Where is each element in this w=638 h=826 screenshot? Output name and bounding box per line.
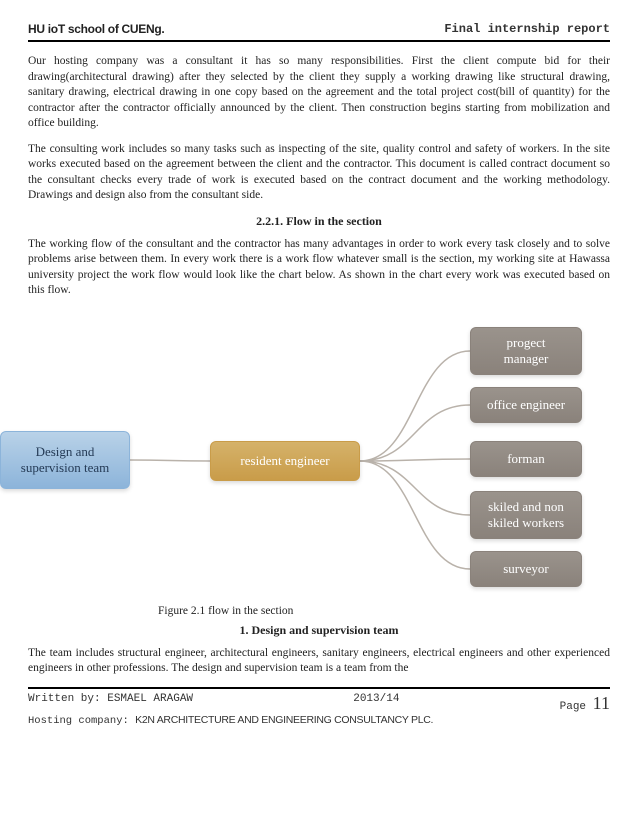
footer-page-number: 11 [593, 693, 610, 713]
paragraph-2: The consulting work includes so many tas… [28, 142, 610, 204]
footer-page-label: Page [560, 701, 586, 713]
chart-node-oe: office engineer [470, 387, 582, 423]
chart-edge [360, 461, 470, 569]
figure-caption: Figure 2.1 flow in the section [158, 605, 610, 617]
section-title-221: 2.2.1. Flow in the section [28, 214, 610, 229]
chart-node-sv: surveyor [470, 551, 582, 587]
chart-node-fm: forman [470, 441, 582, 477]
chart-edge [360, 351, 470, 461]
paragraph-3: The working flow of the consultant and t… [28, 237, 610, 299]
footer-author: Written by: ESMAEL ARAGAW [28, 693, 193, 714]
chart-node-sw: skiled and nonskiled workers [470, 491, 582, 539]
chart-edge [360, 405, 470, 461]
header-right: Final internship report [444, 22, 610, 36]
numbered-title-1: 1. Design and supervision team [28, 623, 610, 638]
paragraph-1: Our hosting company was a consultant it … [28, 54, 610, 132]
footer-year: 2013/14 [353, 693, 399, 714]
footer-hosting-company: K2N ARCHITECTURE AND ENGINEERING CONSULT… [135, 714, 433, 726]
page-header: HU ioT school of CUENg. Final internship… [28, 22, 610, 40]
footer-rule [28, 687, 610, 689]
footer-row-1: Written by: ESMAEL ARAGAW 2013/14 Page 1… [28, 693, 610, 714]
footer-page: Page 11 [560, 693, 610, 714]
chart-node-res: resident engineer [210, 441, 360, 481]
chart-node-pm: progectmanager [470, 327, 582, 375]
header-rule [28, 40, 610, 42]
chart-node-root: Design andsupervision team [0, 431, 130, 489]
header-left: HU ioT school of CUENg. [28, 22, 164, 36]
paragraph-4: The team includes structural engineer, a… [28, 646, 610, 677]
chart-edge [360, 461, 470, 515]
footer-hosting-label: Hosting company: [28, 715, 129, 727]
flow-chart: Design andsupervision team resident engin… [0, 309, 638, 599]
footer-row-2: Hosting company: K2N ARCHITECTURE AND EN… [28, 714, 610, 727]
chart-edge [130, 460, 210, 461]
